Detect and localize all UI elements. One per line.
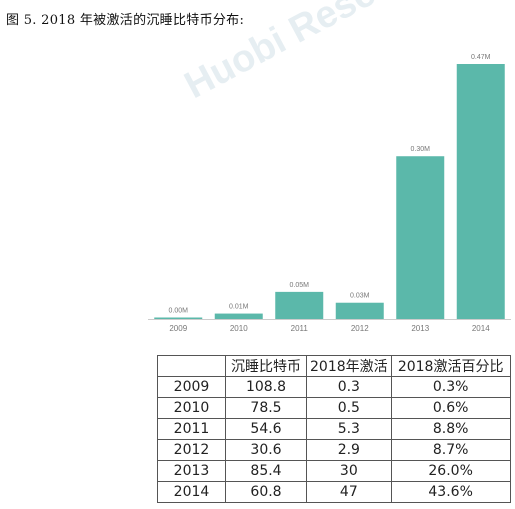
x-tick-label-2012: 2012 xyxy=(351,324,369,333)
x-tick-label-2011: 2011 xyxy=(291,324,309,333)
table-header-row: 沉睡比特币 2018年激活 2018激活百分比 xyxy=(157,355,511,377)
table-row: 2014 60.8 47 43.6% xyxy=(157,481,511,503)
data-labels-group: 0.00M 0.01M 0.05M 0.03M 0.30M 0.47M xyxy=(169,54,491,315)
table-cell: 43.6% xyxy=(390,481,511,503)
bar-2011 xyxy=(275,291,324,319)
bar-2013 xyxy=(396,156,445,319)
bar-2009 xyxy=(154,317,203,319)
table-header-cell: 沉睡比特币 xyxy=(225,355,307,377)
figure-title: 图 5. 2018 年被激活的沉睡比特币分布: xyxy=(6,13,245,28)
table-row: 2012 30.6 2.9 8.7% xyxy=(157,439,511,461)
table-cell: 47 xyxy=(306,481,392,503)
table-cell: 0.3 xyxy=(306,376,392,398)
table-cell: 2.9 xyxy=(306,439,392,461)
table-cell: 2010 xyxy=(157,397,226,419)
table-header-cell xyxy=(157,355,226,377)
x-tick-label-2013: 2013 xyxy=(411,324,429,333)
x-tick-label-2010: 2010 xyxy=(230,324,248,333)
table-cell: 2011 xyxy=(157,418,226,440)
table-row: 2013 85.4 30 26.0% xyxy=(157,460,511,482)
table-cell: 108.8 xyxy=(225,376,307,398)
table-body: 2009 108.8 0.3 0.3% 2010 78.5 0.5 0.6% 2011 54.6 5… xyxy=(157,376,511,503)
x-tick-label-2009: 2009 xyxy=(169,324,187,333)
data-label-2011: 0.05M xyxy=(290,282,310,289)
data-table: 沉睡比特币 2018年激活 2018激活百分比 2009 108.8 0.3 0.3% 20… xyxy=(157,355,511,503)
data-label-2014: 0.47M xyxy=(471,54,491,61)
bar-2010 xyxy=(214,313,263,319)
table-row: 2010 78.5 0.5 0.6% xyxy=(157,397,511,419)
bar-2012 xyxy=(335,302,384,319)
x-tick-label-2014: 2014 xyxy=(472,324,490,333)
table-cell: 8.8% xyxy=(390,418,511,440)
x-tick-labels-group: 2009 2010 2011 2012 2013 2014 xyxy=(169,324,490,333)
bars-group xyxy=(154,64,505,319)
table-cell: 60.8 xyxy=(225,481,307,503)
data-label-2010: 0.01M xyxy=(229,304,249,311)
table-cell: 0.5 xyxy=(306,397,392,419)
data-label-2012: 0.03M xyxy=(350,293,370,300)
table-row: 2009 108.8 0.3 0.3% xyxy=(157,376,511,398)
data-label-2009: 0.00M xyxy=(169,308,189,315)
table-cell: 5.3 xyxy=(306,418,392,440)
table-cell: 2013 xyxy=(157,460,226,482)
bar-2014 xyxy=(456,64,505,319)
table-cell: 85.4 xyxy=(225,460,307,482)
table-cell: 0.3% xyxy=(390,376,511,398)
table-cell: 2014 xyxy=(157,481,226,503)
table-cell: 0.6% xyxy=(390,397,511,419)
table-cell: 30 xyxy=(306,460,392,482)
table-header-cell: 2018年激活 xyxy=(306,355,392,377)
table-header-cell: 2018激活百分比 xyxy=(390,355,511,377)
table-cell: 2012 xyxy=(157,439,226,461)
table-cell: 78.5 xyxy=(225,397,307,419)
table-cell: 2009 xyxy=(157,376,226,398)
table-cell: 54.6 xyxy=(225,418,307,440)
table-cell: 26.0% xyxy=(390,460,511,482)
table-cell: 30.6 xyxy=(225,439,307,461)
data-label-2013: 0.30M xyxy=(411,146,431,153)
table-row: 2011 54.6 5.3 8.8% xyxy=(157,418,511,440)
table-cell: 8.7% xyxy=(390,439,511,461)
